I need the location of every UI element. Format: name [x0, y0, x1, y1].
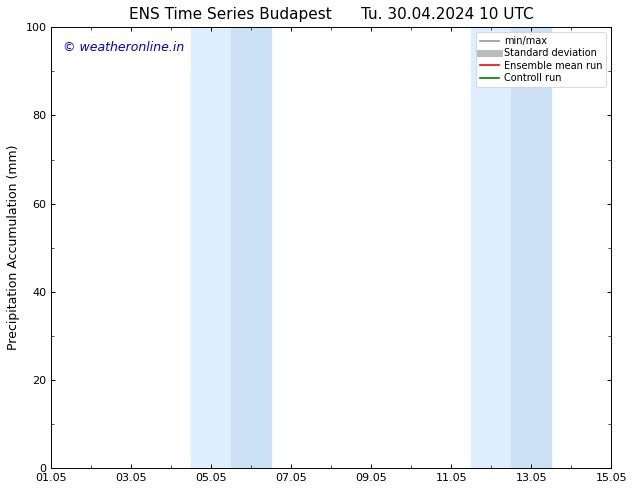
Title: ENS Time Series Budapest      Tu. 30.04.2024 10 UTC: ENS Time Series Budapest Tu. 30.04.2024 …: [129, 7, 534, 22]
Legend: min/max, Standard deviation, Ensemble mean run, Controll run: min/max, Standard deviation, Ensemble me…: [476, 32, 606, 87]
Bar: [511, 27, 551, 468]
Y-axis label: Precipitation Accumulation (mm): Precipitation Accumulation (mm): [7, 145, 20, 350]
Bar: [471, 27, 511, 468]
Bar: [191, 27, 231, 468]
Bar: [231, 27, 271, 468]
Text: © weatheronline.in: © weatheronline.in: [63, 41, 184, 53]
